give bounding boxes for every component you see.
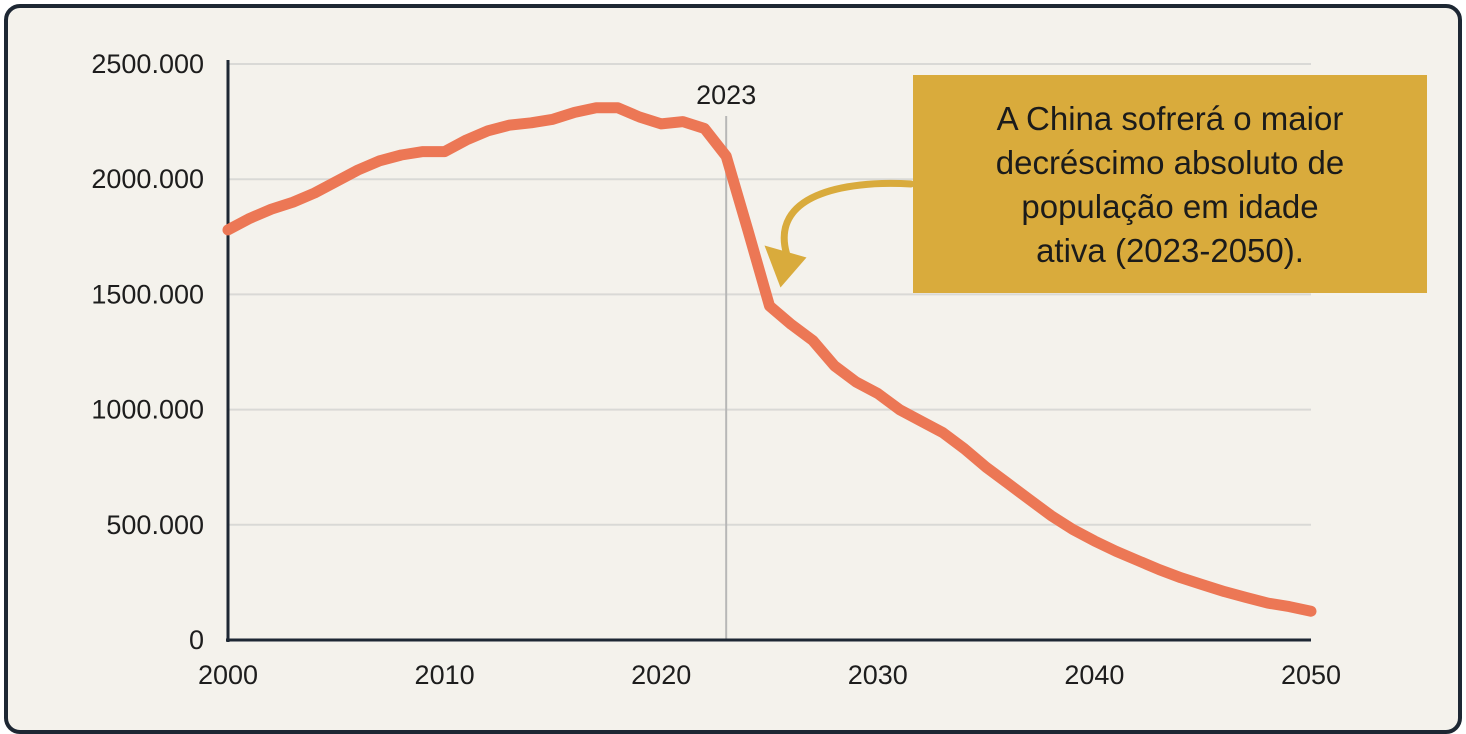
callout-line-1: A China sofrerá o maior [996,100,1344,137]
data-point [964,448,965,449]
data-point [552,119,553,120]
data-point [1029,499,1030,500]
data-point [422,151,423,152]
data-point [834,365,835,366]
callout-line-2: decréscimo absoluto de [995,144,1345,181]
data-point [661,123,662,124]
data-point [856,381,857,382]
data-point [228,229,229,230]
data-point [531,122,532,123]
data-point [921,421,922,422]
x-tick-label: 2010 [415,660,475,690]
data-point [336,181,337,182]
y-tick-label: 1500.000 [91,279,204,309]
data-point [1311,611,1312,612]
x-axis-tick-labels: 2000 2010 2020 2030 2040 2050 [198,660,1341,690]
y-tick-label: 2500.000 [91,49,204,79]
series-group [222,102,1317,617]
data-point [292,202,293,203]
data-point [1224,591,1225,592]
data-point [942,432,943,433]
x-tick-label: 2040 [1064,660,1124,690]
line-chart: 2023 0 500.000 1000.000 1500.000 2000.000 250… [91,49,1341,690]
callout-arrow [764,179,915,288]
data-point [487,130,488,131]
y-tick-label: 0 [189,625,204,655]
x-tick-label: 2000 [198,660,258,690]
data-point [509,125,510,126]
reference-line-2023: 2023 [696,80,756,640]
data-point [1094,540,1095,541]
x-tick-label: 2030 [848,660,908,690]
data-point [444,151,445,152]
series-line-0 [222,102,1317,617]
data-point [704,128,705,129]
data-point [314,193,315,194]
data-point [1137,560,1138,561]
data-point [812,340,813,341]
data-point [791,324,792,325]
callout-line-3: população em idade [1021,188,1319,225]
data-point [726,156,727,157]
data-point [596,107,597,108]
axes [226,60,1311,642]
data-point [379,160,380,161]
x-tick-label: 2050 [1281,660,1341,690]
data-point [747,229,748,230]
callout-line-4: ativa (2023-2050). [1036,232,1304,269]
data-point [877,393,878,394]
data-point [1072,529,1073,530]
data-point [1181,577,1182,578]
y-tick-label: 1000.000 [91,395,204,425]
y-axis-tick-labels: 0 500.000 1000.000 1500.000 2000.000 2500.000 [91,49,204,655]
data-point [986,467,987,468]
data-point [769,305,770,306]
data-point [1246,597,1247,598]
y-tick-label: 500.000 [106,510,204,540]
callout-arrow-head [764,245,807,288]
callout-box: A China sofrerá o maior decréscimo absol… [913,75,1427,293]
data-point [617,107,618,108]
data-point [1116,551,1117,552]
data-point [1202,584,1203,585]
data-point [899,409,900,410]
data-point [401,155,402,156]
data-point [1159,569,1160,570]
data-point [357,169,358,170]
data-point [1267,603,1268,604]
data-point [271,209,272,210]
x-tick-label: 2020 [631,660,691,690]
data-point [574,112,575,113]
vline-label: 2023 [696,80,756,110]
data-point [1289,606,1290,607]
data-point [249,218,250,219]
callout-arrow-shaft [780,179,915,257]
chart-card: 2023 0 500.000 1000.000 1500.000 2000.000 250… [4,4,1462,734]
data-point [1051,515,1052,516]
data-point [639,116,640,117]
data-point [1007,483,1008,484]
data-point [466,140,467,141]
data-point [682,121,683,122]
y-tick-label: 2000.000 [91,164,204,194]
